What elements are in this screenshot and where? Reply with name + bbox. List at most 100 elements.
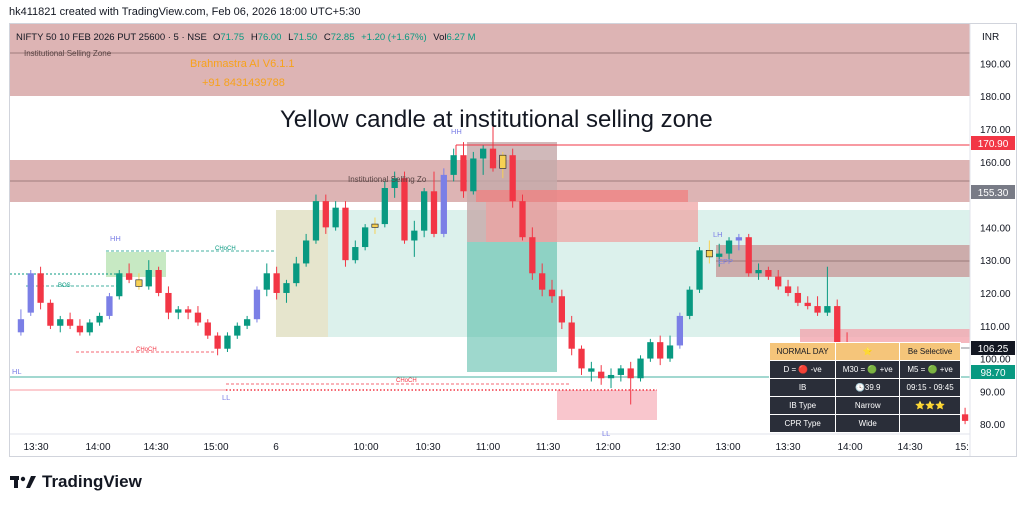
candle — [647, 338, 654, 362]
price-badge-106: 106.25 — [971, 341, 1015, 355]
day-type-cell: NORMAL DAY — [768, 342, 837, 361]
change-value: +1.20 (+1.67%) — [361, 32, 427, 43]
candle — [175, 306, 182, 320]
svg-text:170.90: 170.90 — [978, 139, 1009, 150]
candle — [705, 240, 713, 264]
svg-text:98.70: 98.70 — [980, 368, 1005, 379]
candle-body — [765, 270, 772, 277]
o-value: 71.75 — [220, 32, 244, 43]
candle-body — [381, 188, 388, 225]
candle — [57, 315, 64, 333]
candle — [686, 286, 693, 320]
candle-body — [37, 273, 44, 303]
y-tick-label: 100.00 — [980, 355, 1011, 366]
candle — [224, 332, 231, 352]
candle-body — [539, 273, 546, 290]
candle — [312, 194, 320, 244]
candle — [184, 306, 192, 320]
red-order-block-2 — [486, 202, 698, 242]
candle — [352, 240, 359, 264]
candle-body — [430, 191, 438, 234]
candle-body — [165, 292, 172, 313]
candle-body — [637, 358, 644, 379]
candle-body — [204, 322, 211, 336]
chart-panel[interactable]: 13:30 14:00 14:30 15:00 6 10:00 10:30 11:00 11:3… — [9, 23, 1017, 457]
x-tick-label: 13:30 — [23, 442, 48, 453]
candle — [204, 319, 211, 339]
trend-m5-cell: M5 = 🟢 +ve — [899, 360, 961, 379]
candle — [548, 279, 556, 303]
price-badge-98: 98.70 — [971, 365, 1015, 379]
candle — [302, 233, 310, 267]
price-badge-170: 170.90 — [971, 136, 1015, 150]
candle — [568, 315, 575, 356]
o-label: O — [213, 32, 220, 43]
candle-body — [243, 319, 251, 326]
candle-body — [499, 154, 507, 169]
candle — [194, 306, 202, 326]
candle — [824, 266, 831, 316]
candle-body — [96, 315, 103, 323]
candle-body — [794, 292, 802, 303]
candle — [263, 263, 270, 297]
candle-body — [578, 348, 585, 369]
candle-body — [470, 158, 477, 192]
l-label: L — [288, 32, 293, 43]
candle — [421, 188, 428, 238]
candle-body — [666, 345, 674, 359]
candle-body — [588, 368, 595, 372]
currency-label[interactable]: INR — [982, 32, 999, 43]
candle-body — [263, 273, 270, 290]
lower-red-zone — [800, 329, 970, 343]
candle-body — [106, 296, 113, 316]
label-ll-2: LL — [602, 429, 610, 438]
candle — [814, 296, 821, 316]
candle-body — [194, 312, 202, 323]
candle-body — [273, 273, 280, 293]
candle — [125, 263, 133, 284]
candle — [37, 266, 44, 310]
candle — [529, 227, 536, 280]
candle-body — [509, 155, 516, 202]
candle-body — [716, 253, 723, 257]
candle-body — [371, 223, 379, 228]
candle-body — [480, 148, 487, 159]
x-tick-label: 14:30 — [897, 442, 922, 453]
x-tick-label: 15:00 — [203, 442, 228, 453]
candle-body — [775, 276, 782, 287]
symbol-text: NIFTY 50 10 FEB 2026 PUT 25600 · 5 · NSE — [16, 32, 207, 43]
x-tick-label: 14:00 — [85, 442, 110, 453]
candle — [725, 237, 733, 261]
chart-caption: hk411821 created with TradingView.com, F… — [9, 6, 361, 18]
candle — [96, 312, 103, 326]
x-tick-label: 13:00 — [715, 442, 740, 453]
brand-watermark: Brahmastra AI V6.1.1 — [190, 58, 295, 70]
candlestick-chart[interactable]: 13:30 14:00 14:30 15:00 6 10:00 10:30 11:00 11:3… — [10, 24, 1016, 456]
candle — [371, 217, 379, 234]
candle — [450, 148, 457, 182]
dashboard-row-ib: IB 🕓39.9 09:15 - 09:45 — [768, 378, 961, 397]
ib-time-cell: 09:15 - 09:45 — [899, 378, 961, 397]
candle — [637, 355, 644, 382]
candle — [666, 335, 674, 362]
ib-label-cell: IB — [768, 378, 837, 397]
candle-body — [647, 342, 654, 359]
candle — [558, 289, 565, 330]
candle — [775, 270, 782, 290]
candle-body — [214, 335, 221, 349]
candle — [243, 315, 251, 330]
candle — [401, 171, 408, 244]
y-tick-label: 160.00 — [980, 158, 1011, 169]
candle-body — [745, 237, 752, 274]
candle-body — [391, 178, 398, 188]
candle — [617, 365, 625, 382]
candle-body — [676, 315, 684, 346]
candle-body — [755, 270, 762, 274]
y-tick-label: 130.00 — [980, 256, 1011, 267]
candle-body — [607, 374, 615, 379]
candle-body — [401, 178, 408, 241]
candle-body — [440, 174, 447, 234]
candle-body — [27, 273, 34, 313]
candle-body — [548, 289, 556, 297]
vol-label: Vol — [433, 32, 446, 43]
